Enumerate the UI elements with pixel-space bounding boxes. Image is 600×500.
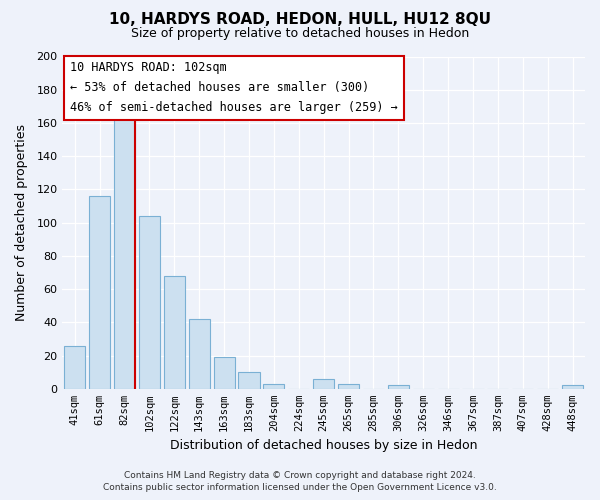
Bar: [313, 379, 334, 389]
Bar: [263, 384, 284, 389]
Bar: [338, 384, 359, 389]
Bar: [388, 386, 409, 389]
X-axis label: Distribution of detached houses by size in Hedon: Distribution of detached houses by size …: [170, 440, 478, 452]
Text: Contains HM Land Registry data © Crown copyright and database right 2024.
Contai: Contains HM Land Registry data © Crown c…: [103, 471, 497, 492]
Bar: [188, 319, 210, 389]
Bar: [164, 276, 185, 389]
Y-axis label: Number of detached properties: Number of detached properties: [15, 124, 28, 321]
Text: 10 HARDYS ROAD: 102sqm
← 53% of detached houses are smaller (300)
46% of semi-de: 10 HARDYS ROAD: 102sqm ← 53% of detached…: [70, 62, 398, 114]
Bar: [114, 116, 135, 389]
Bar: [214, 357, 235, 389]
Bar: [64, 346, 85, 389]
Bar: [238, 372, 260, 389]
Text: 10, HARDYS ROAD, HEDON, HULL, HU12 8QU: 10, HARDYS ROAD, HEDON, HULL, HU12 8QU: [109, 12, 491, 28]
Bar: [139, 216, 160, 389]
Bar: [89, 196, 110, 389]
Text: Size of property relative to detached houses in Hedon: Size of property relative to detached ho…: [131, 28, 469, 40]
Bar: [562, 386, 583, 389]
